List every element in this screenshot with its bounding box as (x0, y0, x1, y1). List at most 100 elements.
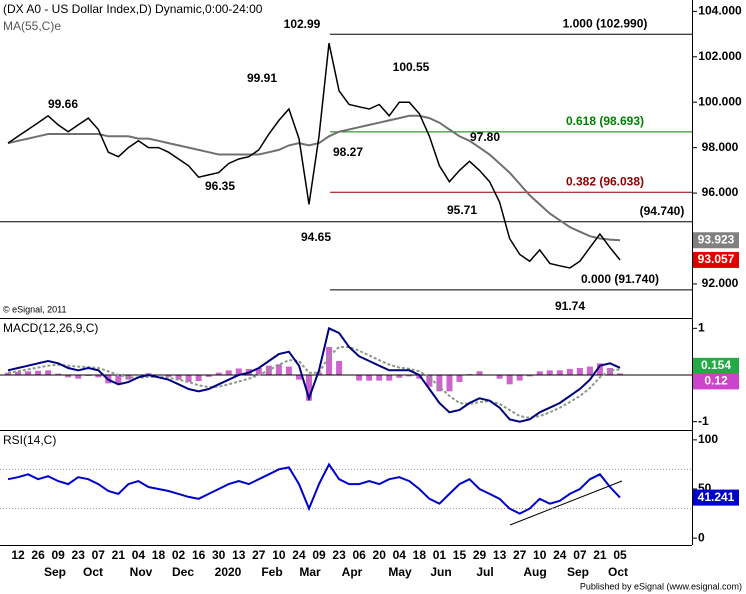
histogram-bar (526, 375, 533, 377)
y-tick-label: 96.000 (702, 185, 739, 199)
histogram-bar (65, 375, 72, 378)
swing-label: 94.65 (301, 230, 331, 244)
histogram-bar (436, 375, 443, 392)
histogram-bar (175, 375, 182, 380)
series-line (7, 326, 621, 423)
swing-label: 102.99 (284, 17, 321, 31)
x-tick-label: 24 (553, 548, 567, 562)
y-tick-label: 98.000 (702, 140, 739, 154)
x-tick-label: 02 (172, 548, 186, 562)
histogram-bar (185, 375, 192, 382)
month-label: Oct (83, 565, 103, 579)
swing-label: 100.55 (393, 60, 430, 74)
histogram-bar (195, 375, 202, 382)
x-tick-label: 26 (31, 548, 45, 562)
y-tick-label: 0 (698, 530, 705, 544)
histogram-bar (476, 371, 483, 375)
histogram-bar (336, 361, 343, 375)
x-tick-label: 29 (473, 548, 487, 562)
fib-label: (94.740) (640, 204, 685, 218)
y-tick-label: 102.000 (698, 49, 742, 63)
x-tick-label: 01 (433, 548, 447, 562)
x-tick-label: 10 (272, 548, 286, 562)
fib-label: 1.000 (102.990) (563, 16, 648, 30)
value-box (693, 251, 739, 268)
x-tick-label: 13 (493, 548, 507, 562)
value-box-label: 41.241 (698, 490, 735, 504)
rsi-title: RSI(14,C) (3, 433, 56, 447)
histogram-bar (295, 375, 302, 380)
month-label: Feb (261, 565, 282, 579)
x-tick-label: 23 (332, 548, 346, 562)
swing-label: 96.35 (205, 179, 235, 193)
month-label: 2020 (215, 565, 242, 579)
chart-title: (DX A0 - US Dollar Index,D) Dynamic,0:00… (3, 2, 263, 16)
month-label: Jun (430, 565, 451, 579)
series-line (7, 346, 621, 419)
histogram-bar (215, 372, 222, 375)
histogram-bar (416, 375, 423, 379)
histogram-bar (516, 375, 523, 381)
x-tick-label: 24 (292, 548, 306, 562)
swing-label: 97.80 (470, 130, 500, 144)
x-tick-label: 27 (513, 548, 527, 562)
histogram-bar (556, 370, 563, 375)
value-box-label: 0.154 (701, 358, 731, 372)
x-tick-label: 20 (373, 548, 387, 562)
value-box (693, 373, 739, 390)
y-tick-label: 100 (698, 432, 718, 446)
x-tick-label: 04 (132, 548, 146, 562)
histogram-bar (566, 368, 573, 375)
x-tick-label: 16 (192, 548, 206, 562)
series-line (7, 43, 621, 269)
histogram-bar (366, 375, 373, 381)
macd-title: MACD(12,26,9,C) (3, 321, 98, 335)
value-box (693, 232, 739, 249)
fib-label: 0.382 (96.038) (566, 174, 644, 188)
trend-line (509, 480, 623, 526)
series-line (7, 114, 621, 242)
histogram-bar (25, 371, 32, 375)
histogram-bar (406, 375, 413, 377)
x-tick-label: 30 (212, 548, 226, 562)
histogram-bar (235, 368, 242, 375)
histogram-bar (35, 370, 42, 375)
month-label: Oct (608, 565, 628, 579)
histogram-bar (75, 375, 82, 379)
histogram-bar (45, 370, 52, 375)
y-tick-label: 92.000 (702, 276, 739, 290)
histogram-bar (496, 375, 503, 379)
histogram-bar (396, 375, 403, 378)
swing-label: 99.66 (48, 97, 78, 111)
histogram-bar (326, 347, 333, 375)
histogram-bar (617, 373, 623, 375)
footer: Published by eSignal (www.esignal.com) (580, 581, 742, 591)
x-tick-label: 04 (393, 548, 407, 562)
fib-label: 0.000 (91.740) (581, 272, 659, 286)
x-tick-label: 09 (312, 548, 326, 562)
month-label: Dec (172, 565, 194, 579)
histogram-bar (446, 375, 453, 392)
swing-label: 91.74 (555, 299, 585, 313)
value-box-label: 0.12 (704, 374, 728, 388)
x-tick-label: 21 (112, 548, 126, 562)
x-tick-label: 18 (152, 548, 166, 562)
swing-label: 95.71 (447, 203, 477, 217)
histogram-bar (165, 375, 172, 377)
histogram-bar (275, 364, 282, 375)
month-label: Jul (476, 565, 493, 579)
x-tick-label: 27 (252, 548, 266, 562)
histogram-bar (376, 375, 383, 381)
month-label: Nov (130, 565, 153, 579)
x-tick-label: 10 (533, 548, 547, 562)
value-box (693, 357, 739, 374)
swing-label: 99.91 (247, 71, 277, 85)
histogram-bar (506, 375, 513, 385)
histogram-bar (225, 370, 232, 375)
histogram-bar (205, 375, 212, 377)
x-tick-label: 15 (453, 548, 467, 562)
value-box (693, 489, 739, 506)
histogram-bar (596, 363, 603, 375)
month-label: Aug (523, 565, 546, 579)
x-tick-label: 07 (92, 548, 106, 562)
